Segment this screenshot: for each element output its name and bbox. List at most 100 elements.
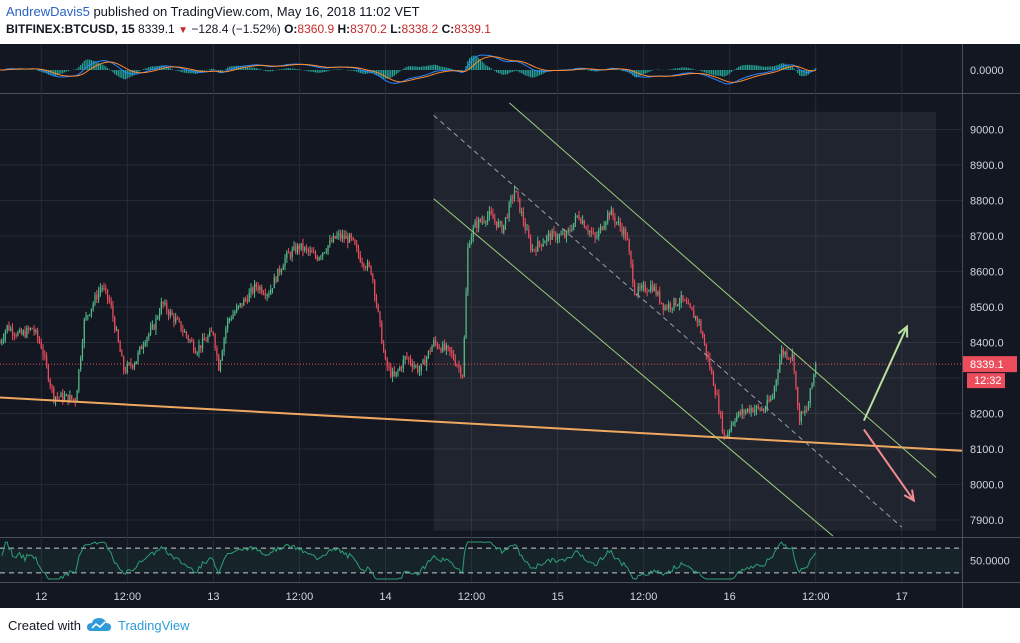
candle — [585, 227, 587, 230]
candle — [149, 327, 152, 334]
candle — [42, 348, 44, 356]
candle — [140, 346, 143, 349]
candle — [564, 233, 566, 238]
candle — [501, 221, 503, 233]
candle — [37, 330, 39, 339]
candle — [83, 319, 85, 344]
candle — [63, 395, 66, 401]
candle — [508, 202, 510, 218]
candle — [261, 286, 263, 293]
candle — [311, 250, 313, 253]
candle — [675, 298, 677, 306]
candle — [361, 262, 363, 264]
price-tick-label: 8500.0 — [970, 302, 1004, 314]
candle — [442, 343, 444, 352]
candle — [114, 317, 116, 331]
tradingview-brand-link[interactable]: TradingView — [118, 618, 190, 633]
time-tick-label: 12:00 — [114, 591, 142, 603]
bearish-arrow-head — [903, 489, 916, 503]
candle — [391, 371, 394, 377]
candle — [417, 365, 419, 372]
candle — [29, 328, 32, 330]
candle — [546, 236, 548, 242]
candle — [650, 285, 652, 291]
candle — [216, 348, 218, 356]
candle — [99, 288, 102, 292]
candle — [85, 315, 87, 320]
candle — [325, 251, 327, 253]
candle — [589, 231, 591, 233]
candle — [705, 343, 707, 355]
candle — [209, 331, 211, 337]
candle — [806, 410, 808, 412]
candle — [287, 251, 290, 254]
candle — [411, 363, 413, 368]
candle — [743, 409, 745, 414]
candle — [811, 383, 813, 389]
candle — [737, 411, 740, 416]
candle — [153, 324, 155, 330]
candle — [755, 406, 758, 410]
last-price-label: 8339.1 — [138, 22, 175, 36]
candle — [293, 246, 295, 250]
candle — [490, 211, 492, 215]
macd-signal-line — [0, 56, 816, 83]
channel-zone — [433, 111, 937, 531]
down-triangle-icon: ▼ — [178, 25, 188, 36]
candle — [648, 290, 650, 292]
candle — [775, 379, 777, 387]
candle — [727, 432, 729, 438]
price-chart[interactable]: 12 12:00 13 12:00 14 12:00 15 12:00 16 12:00 17 790… — [0, 44, 1020, 608]
candle — [791, 354, 793, 359]
candle — [404, 356, 406, 360]
time-tick-label: 12 — [35, 591, 47, 603]
candle — [1, 340, 3, 343]
candle — [167, 311, 170, 316]
support-trendline — [0, 396, 963, 452]
candle — [92, 303, 94, 309]
macd-line — [0, 54, 816, 85]
candle — [788, 357, 790, 359]
publish-line: AndrewDavis5 published on TradingView.co… — [6, 4, 420, 19]
macd-pane — [0, 54, 817, 85]
candle — [390, 366, 392, 377]
candle — [698, 320, 700, 322]
candle — [777, 372, 779, 380]
candle — [415, 365, 417, 367]
candle — [461, 375, 464, 377]
candle — [538, 241, 541, 245]
footer: Created with TradingView — [0, 608, 1020, 643]
candle — [607, 212, 609, 222]
author-link[interactable]: AndrewDavis5 — [6, 4, 90, 19]
candle — [623, 229, 625, 235]
candle — [393, 371, 396, 376]
candle — [481, 220, 483, 222]
candle — [662, 303, 664, 310]
candle — [651, 285, 654, 291]
candle — [616, 222, 618, 224]
candle — [248, 292, 250, 302]
candle — [334, 235, 336, 239]
candle — [384, 350, 387, 360]
candle — [35, 330, 37, 332]
candle — [28, 327, 30, 330]
candle — [612, 209, 614, 217]
candle — [555, 232, 557, 240]
candle — [447, 345, 449, 348]
candle — [246, 299, 249, 302]
candle — [529, 237, 532, 250]
candle — [641, 285, 643, 289]
candle — [47, 365, 50, 381]
price-tick-label: 8200.0 — [970, 409, 1004, 421]
candle — [219, 360, 222, 371]
candle — [583, 220, 586, 228]
candle — [517, 192, 519, 198]
candle — [544, 241, 546, 244]
candle — [494, 218, 496, 222]
candle — [121, 352, 123, 357]
candle — [537, 241, 539, 252]
candle — [53, 387, 55, 401]
candle — [617, 221, 620, 223]
candle — [542, 243, 544, 247]
candle — [728, 430, 731, 433]
